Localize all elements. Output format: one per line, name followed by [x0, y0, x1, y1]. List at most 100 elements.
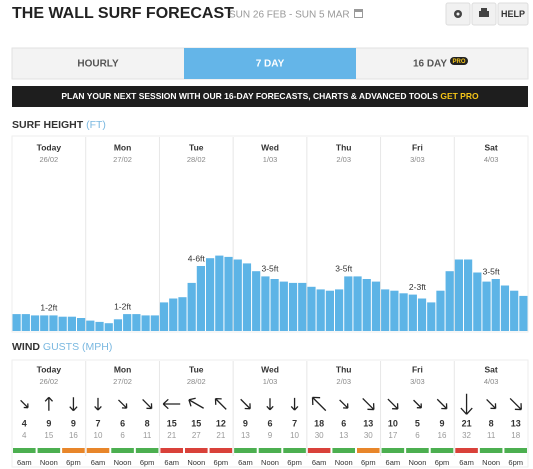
wind-speed: 6: [267, 418, 272, 428]
tab[interactable]: 7 DAY: [256, 59, 285, 70]
wind-unit: GUSTS (MPH): [43, 341, 112, 353]
print-button[interactable]: [471, 2, 497, 26]
wind-rating: [160, 448, 183, 453]
wind-gust: 27: [192, 431, 201, 440]
surf-bar: [21, 314, 30, 331]
time-label: 6pm: [66, 458, 81, 467]
wind-gust: 30: [315, 431, 324, 440]
wind-gust: 18: [511, 431, 520, 440]
help-button[interactable]: HELP: [497, 2, 529, 26]
tab[interactable]: HOURLY: [77, 59, 119, 70]
time-label: 6am: [17, 458, 32, 467]
surf-range-label: 4-6ft: [188, 253, 206, 263]
wind-speed: 9: [71, 418, 76, 428]
tab-active[interactable]: [184, 48, 356, 79]
wind-title-text: WIND: [12, 341, 40, 353]
wind-rating: [479, 448, 503, 453]
surf-bar: [482, 281, 491, 331]
wind-speed: 13: [363, 418, 373, 428]
surf-bar: [390, 290, 399, 331]
banner-text[interactable]: PLAN YOUR NEXT SESSION WITH OUR 16-DAY F…: [61, 91, 479, 101]
day-name: Fri: [412, 142, 423, 152]
time-label: Noon: [408, 458, 426, 467]
time-label: 6pm: [140, 458, 155, 467]
wind-rating: [406, 448, 429, 453]
surf-bar: [242, 263, 252, 331]
surf-bar: [95, 321, 104, 331]
day-name: Sat: [485, 142, 498, 152]
wind-speed: 18: [314, 418, 324, 428]
wind-speed: 15: [167, 418, 177, 428]
tab[interactable]: 16 DAY: [413, 59, 447, 70]
surf-bar: [159, 302, 169, 331]
time-label: 6am: [238, 458, 253, 467]
surf-unit: (FT): [86, 119, 106, 131]
banner[interactable]: [12, 86, 528, 107]
surf-range-label: 2-3ft: [409, 282, 427, 292]
wind-speed: 7: [292, 418, 297, 428]
settings-button[interactable]: [445, 2, 471, 26]
wind-arrow: [413, 399, 422, 409]
banner-message[interactable]: PLAN YOUR NEXT SESSION WITH OUR 16-DAY F…: [61, 91, 438, 101]
surf-range-label: 3-5ft: [261, 264, 279, 274]
surf-bar: [58, 316, 67, 331]
surf-bar: [298, 282, 307, 331]
wind-speed: 10: [388, 418, 398, 428]
surf-title: SURF HEIGHT (FT): [12, 119, 106, 131]
time-label: Noon: [187, 458, 205, 467]
surf-bar: [417, 298, 427, 331]
wind-rating: [430, 448, 454, 453]
help-label[interactable]: HELP: [501, 9, 525, 19]
surf-bar: [325, 290, 334, 331]
surf-range-label: 3-5ft: [335, 264, 353, 274]
surf-bar: [491, 279, 500, 331]
surf-bar: [224, 256, 233, 331]
time-label: Noon: [482, 458, 500, 467]
wind-arrow: [387, 398, 399, 410]
wind-arrow: [290, 397, 299, 411]
time-label: 6am: [164, 458, 179, 467]
wind-rating: [455, 448, 478, 453]
time-label: Noon: [261, 458, 279, 467]
surf-bar: [40, 315, 49, 331]
wind-rating: [13, 448, 36, 453]
surf-bar: [169, 298, 178, 331]
day-name: Thu: [336, 364, 352, 374]
wind-frame: [11, 359, 529, 468]
surf-bar: [30, 315, 40, 331]
wind-arrow: [69, 397, 78, 412]
day-date: 26/02: [39, 155, 58, 164]
day-date: 3/03: [410, 155, 425, 164]
calendar-icon[interactable]: [354, 9, 363, 18]
wind-rating: [258, 448, 282, 453]
day-date: 2/03: [336, 155, 351, 164]
surf-bar: [381, 289, 390, 331]
wind-rating: [185, 448, 208, 453]
day-date: 1/03: [263, 155, 278, 164]
day-name: Fri: [412, 364, 423, 374]
day-name: Today: [37, 142, 62, 152]
day-name: Mon: [114, 142, 131, 152]
wind-rating: [381, 448, 405, 453]
surf-bar: [454, 259, 463, 331]
wind-arrow: [436, 398, 448, 410]
surf-bar: [261, 276, 270, 331]
day-date: 27/02: [113, 155, 132, 164]
wind-rating: [62, 448, 85, 453]
banner-cta[interactable]: GET PRO: [440, 91, 479, 101]
wind-gust: 11: [143, 431, 152, 440]
wind-rating: [234, 448, 257, 453]
surf-bar: [473, 272, 482, 331]
wind-arrow: [240, 398, 251, 410]
day-name: Tue: [189, 142, 204, 152]
day-date: 26/02: [39, 377, 58, 386]
wind-speed: 4: [22, 418, 27, 428]
surf-range-label: 1-2ft: [114, 301, 132, 311]
wind-gust: 30: [364, 431, 373, 440]
wind-gust: 15: [44, 431, 53, 440]
surf-bar: [215, 255, 224, 331]
wind-title: WIND GUSTS (MPH): [12, 341, 112, 353]
surf-bar: [445, 271, 454, 331]
